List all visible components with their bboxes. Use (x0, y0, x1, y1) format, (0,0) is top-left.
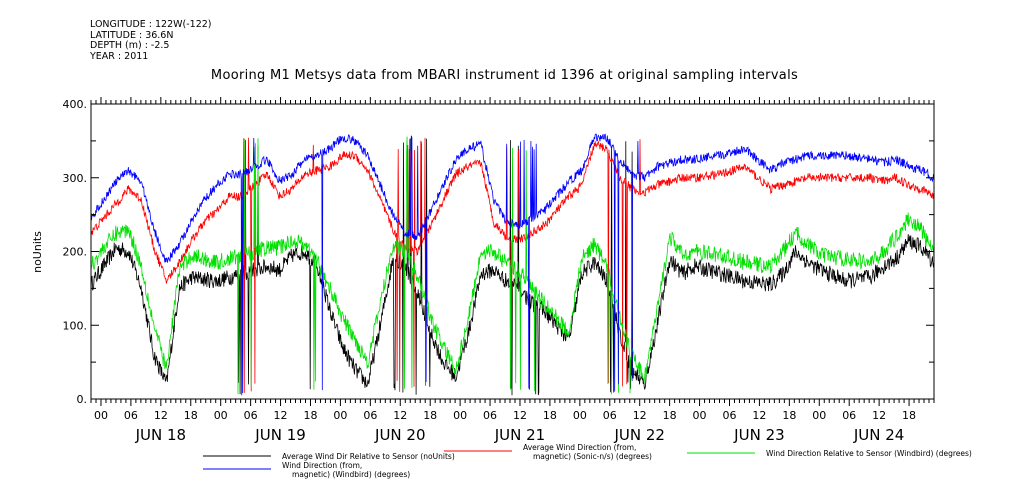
x-hour-label: 12 (513, 409, 527, 422)
x-hour-label: 06 (722, 409, 736, 422)
x-day-label: JUN 19 (254, 426, 305, 444)
depth-label: DEPTH (m) : -2.5 (90, 40, 170, 51)
y-tick-label: 200. (63, 246, 88, 259)
chart-title: Mooring M1 Metsys data from MBARI instru… (210, 68, 799, 83)
legend-label-2: Average Wind Direction (from, magnetic) (… (523, 443, 652, 461)
x-hour-label: 12 (154, 409, 168, 422)
longitude-label: LONGITUDE : 122W(-122) (90, 19, 212, 30)
axis-layer: 0. 100. 200. 300. 400. 00 06 12 18 00 06 12 18 00 06 12… (63, 97, 935, 444)
metadata-block: LONGITUDE : 122W(-122) LATITUDE : 36.6N … (90, 19, 212, 62)
x-hour-label: 00 (333, 409, 347, 422)
series-line-1 (90, 138, 935, 396)
legend-label-1: Average Wind Dir Relative to Sensor (noU… (282, 452, 455, 461)
x-hour-label: 00 (812, 409, 826, 422)
x-hour-label: 18 (902, 409, 916, 422)
x-hour-label: 06 (363, 409, 377, 422)
y-tick-label: 300. (63, 172, 88, 185)
x-hour-label: 00 (573, 409, 587, 422)
year-label: YEAR : 2011 (90, 50, 149, 62)
x-hour-label: 12 (393, 409, 407, 422)
legend: Average Wind Dir Relative to Sensor (noU… (203, 443, 972, 479)
x-day-label: JUN 18 (135, 426, 186, 444)
y-tick-label: 0. (77, 393, 88, 406)
legend-label-4: Wind Direction (from, magnetic) (Windbird… (282, 461, 410, 479)
x-hour-label: 12 (752, 409, 766, 422)
x-hour-label: 00 (214, 409, 228, 422)
x-hour-label: 18 (782, 409, 796, 422)
x-hour-label: 06 (483, 409, 497, 422)
x-day-label: JUN 24 (853, 426, 904, 444)
legend-label-3: Wind Direction Relative to Sensor (Windb… (766, 449, 972, 458)
x-day-label: JUN 21 (494, 426, 545, 444)
x-day-label: JUN 23 (733, 426, 784, 444)
x-hour-label: 12 (633, 409, 647, 422)
x-hour-label: 18 (543, 409, 557, 422)
series-line-3 (90, 136, 935, 395)
x-day-label: JUN 22 (613, 426, 664, 444)
x-hour-label: 12 (872, 409, 886, 422)
x-hour-label: 18 (663, 409, 677, 422)
x-hour-label: 18 (303, 409, 317, 422)
series-layer (90, 133, 935, 396)
x-day-label: JUN 20 (374, 426, 425, 444)
x-hour-label: 06 (603, 409, 617, 422)
x-hour-label: 00 (693, 409, 707, 422)
x-hour-label: 00 (94, 409, 108, 422)
y-tick-label: 400. (63, 98, 88, 111)
x-hour-label: 18 (423, 409, 437, 422)
x-hour-label: 00 (453, 409, 467, 422)
x-hour-label: 06 (244, 409, 258, 422)
y-axis-label: noUnits (31, 231, 44, 273)
x-hour-label: 18 (184, 409, 198, 422)
latitude-label: LATITUDE : 36.6N (90, 29, 174, 41)
x-hour-label: 06 (124, 409, 138, 422)
x-hour-label: 06 (842, 409, 856, 422)
series-line-4 (90, 133, 935, 396)
x-hour-label: 12 (274, 409, 288, 422)
y-tick-label: 100. (63, 319, 88, 332)
